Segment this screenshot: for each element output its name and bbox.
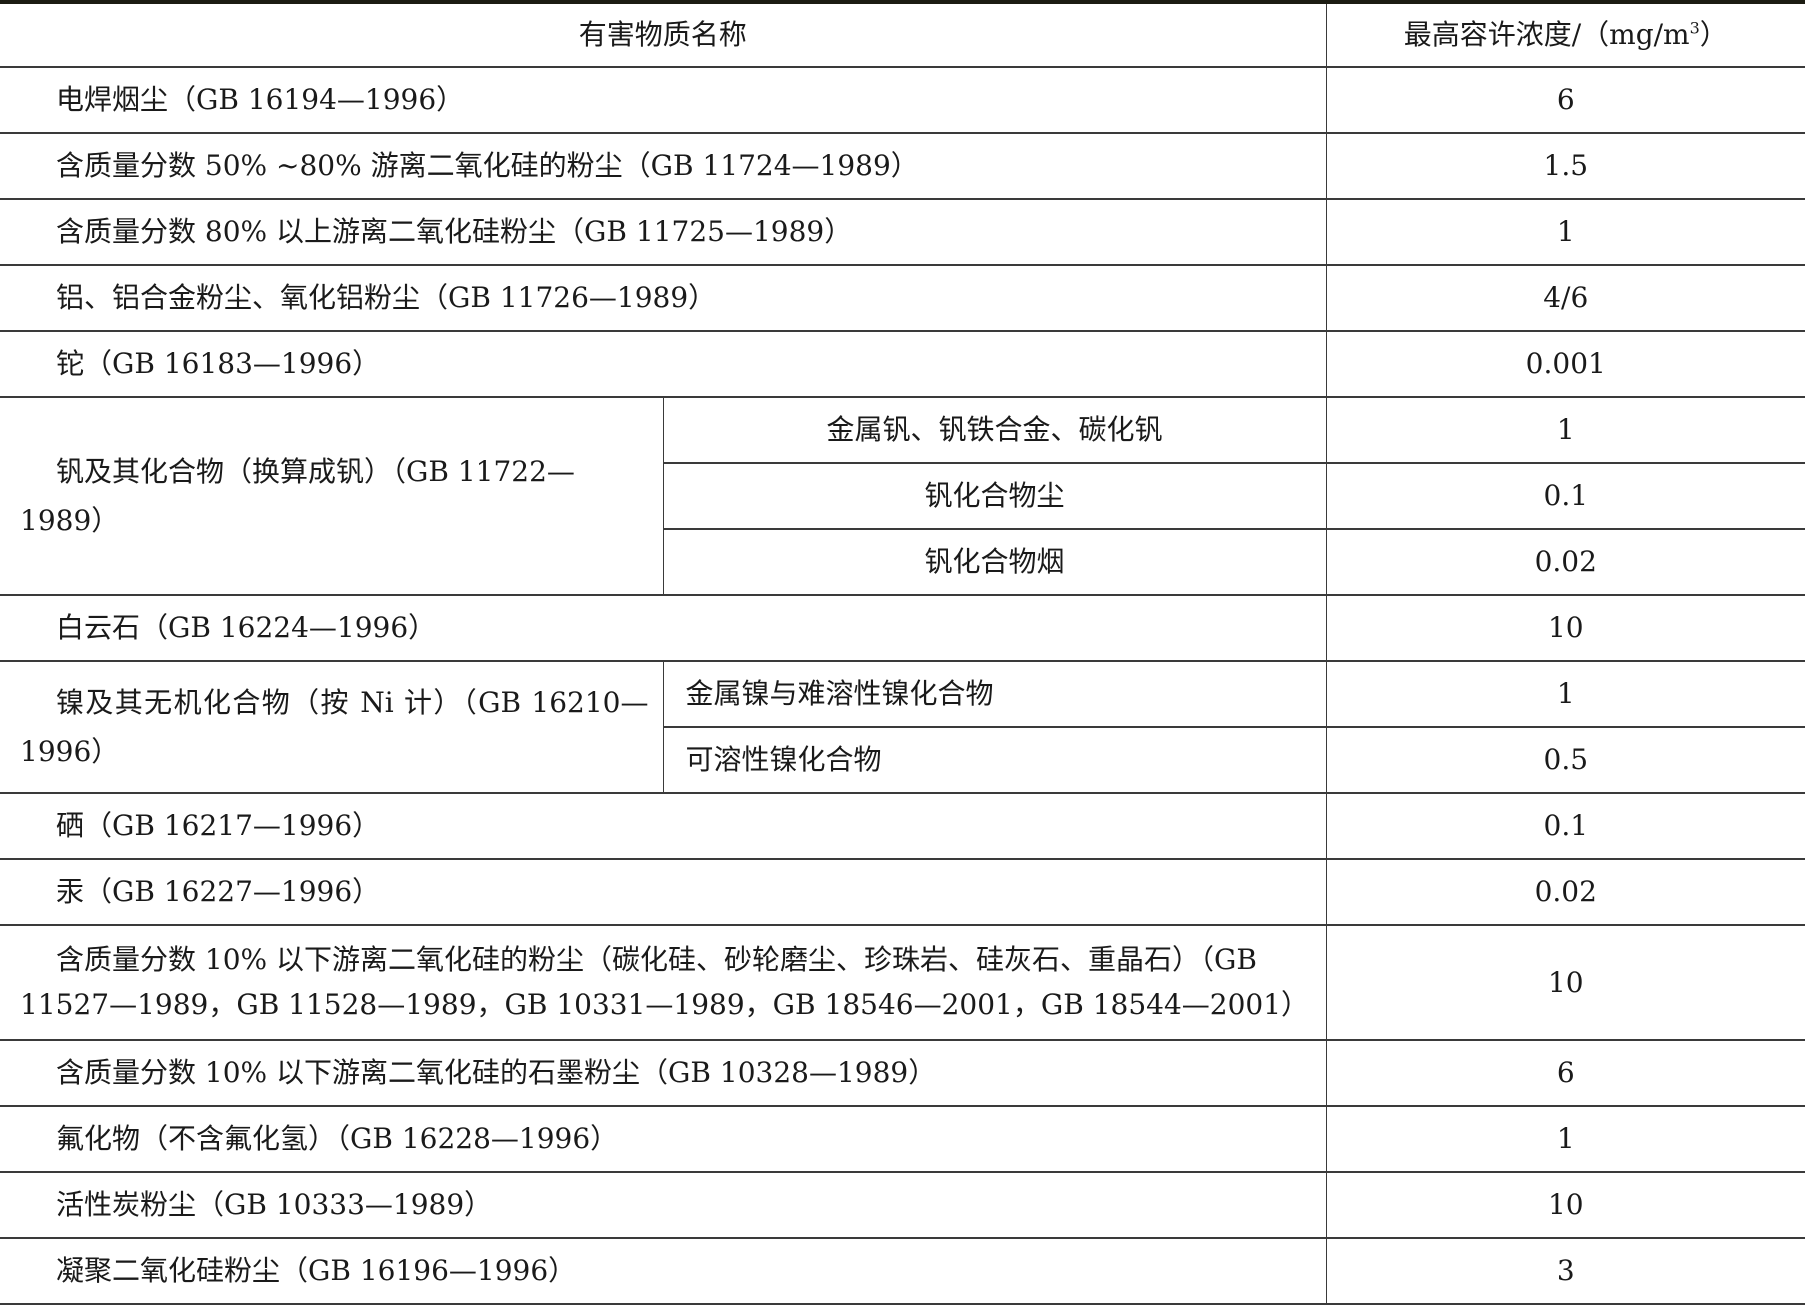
concentration-value: 10 [1325, 924, 1805, 1041]
substance-name: 含质量分数 10% 以下游离二氧化硅的石墨粉尘（GB 10328—1989） [0, 1039, 1327, 1107]
concentration-value: 1.5 [1325, 132, 1805, 200]
concentration-value: 0.02 [1325, 858, 1805, 926]
table-header-row: 有害物质名称 最高容许浓度/（mg/m3） [0, 4, 1805, 68]
hazard-concentration-table: 有害物质名称 最高容许浓度/（mg/m3） 电焊烟尘（GB 16194—1996… [0, 4, 1805, 1305]
table-row: 镍及其无机化合物（按 Ni 计）（GB 16210—1996） 金属镍与难溶性镍… [0, 660, 1805, 794]
table-row: 汞（GB 16227—1996） 0.02 [0, 858, 1805, 926]
substance-name: 活性炭粉尘（GB 10333—1989） [0, 1171, 1327, 1239]
substance-name: 铊（GB 16183—1996） [0, 330, 1327, 398]
sub-substance-name: 金属钒、钒铁合金、碳化钒 [662, 396, 1327, 464]
substance-name: 含质量分数 50% ~80% 游离二氧化硅的粉尘（GB 11724—1989） [0, 132, 1327, 200]
table-row: 钒及其化合物（换算成钒）（GB 11722—1989） 金属钒、钒铁合金、碳化钒… [0, 396, 1805, 596]
substance-name: 硒（GB 16217—1996） [0, 792, 1327, 860]
table-row: 铊（GB 16183—1996） 0.001 [0, 330, 1805, 398]
sub-substance-name: 钒化合物烟 [662, 528, 1327, 596]
concentration-value: 4/6 [1325, 264, 1805, 332]
substance-name: 凝聚二氧化硅粉尘（GB 16196—1996） [0, 1237, 1327, 1305]
substance-name-vanadium: 钒及其化合物（换算成钒）（GB 11722—1989） [0, 396, 663, 596]
sub-substance-name: 金属镍与难溶性镍化合物 [662, 660, 1327, 728]
table-row: 含质量分数 10% 以下游离二氧化硅的石墨粉尘（GB 10328—1989） 6 [0, 1039, 1805, 1107]
concentration-value: 0.001 [1325, 330, 1805, 398]
sub-substance-name: 可溶性镍化合物 [662, 726, 1327, 794]
header-unit-sup: 3 [1689, 18, 1700, 38]
sub-substance-name: 钒化合物尘 [662, 462, 1327, 530]
substance-name: 铝、铝合金粉尘、氧化铝粉尘（GB 11726—1989） [0, 264, 1327, 332]
table-row: 含质量分数 80% 以上游离二氧化硅粉尘（GB 11725—1989） 1 [0, 198, 1805, 266]
concentration-value: 0.1 [1325, 792, 1805, 860]
table-row: 硒（GB 16217—1996） 0.1 [0, 792, 1805, 860]
concentration-value: 10 [1325, 594, 1805, 662]
table-row: 含质量分数 10% 以下游离二氧化硅的粉尘（碳化硅、砂轮磨尘、珍珠岩、硅灰石、重… [0, 924, 1805, 1041]
table-row: 可溶性镍化合物 0.5 [0, 726, 1805, 794]
substance-name-nickel: 镍及其无机化合物（按 Ni 计）（GB 16210—1996） [0, 660, 663, 794]
table-row: 钒化合物尘 0.1 [0, 462, 1805, 530]
substance-name: 白云石（GB 16224—1996） [0, 594, 1327, 662]
table-top-rule [0, 0, 1805, 4]
table-row: 活性炭粉尘（GB 10333—1989） 10 [0, 1171, 1805, 1239]
substance-name: 含质量分数 10% 以下游离二氧化硅的粉尘（碳化硅、砂轮磨尘、珍珠岩、硅灰石、重… [0, 924, 1327, 1041]
header-substance-name: 有害物质名称 [0, 4, 1327, 68]
table-row: 电焊烟尘（GB 16194—1996） 6 [0, 66, 1805, 134]
header-max-concentration: 最高容许浓度/（mg/m3） [1325, 4, 1805, 68]
concentration-value: 6 [1325, 1039, 1805, 1107]
table-row: 铝、铝合金粉尘、氧化铝粉尘（GB 11726—1989） 4/6 [0, 264, 1805, 332]
concentration-value: 1 [1325, 660, 1805, 728]
concentration-value: 6 [1325, 66, 1805, 134]
concentration-value: 10 [1325, 1171, 1805, 1239]
header-unit-close: ） [1699, 18, 1728, 52]
concentration-value: 0.02 [1325, 528, 1805, 596]
table-row: 含质量分数 50% ~80% 游离二氧化硅的粉尘（GB 11724—1989） 1… [0, 132, 1805, 200]
concentration-value: 1 [1325, 396, 1805, 464]
table-row: 白云石（GB 16224—1996） 10 [0, 594, 1805, 662]
table-row: 钒化合物烟 0.02 [0, 528, 1805, 596]
header-unit-text: 最高容许浓度/（mg/m [1403, 18, 1690, 52]
concentration-value: 0.5 [1325, 726, 1805, 794]
concentration-value: 1 [1325, 198, 1805, 266]
substance-name: 含质量分数 80% 以上游离二氧化硅粉尘（GB 11725—1989） [0, 198, 1327, 266]
table-row: 凝聚二氧化硅粉尘（GB 16196—1996） 3 [0, 1237, 1805, 1305]
table-row: 氟化物（不含氟化氢）（GB 16228—1996） 1 [0, 1105, 1805, 1173]
substance-name: 电焊烟尘（GB 16194—1996） [0, 66, 1327, 134]
concentration-value: 1 [1325, 1105, 1805, 1173]
substance-name: 汞（GB 16227—1996） [0, 858, 1327, 926]
concentration-value: 3 [1325, 1237, 1805, 1305]
concentration-value: 0.1 [1325, 462, 1805, 530]
substance-name: 氟化物（不含氟化氢）（GB 16228—1996） [0, 1105, 1327, 1173]
